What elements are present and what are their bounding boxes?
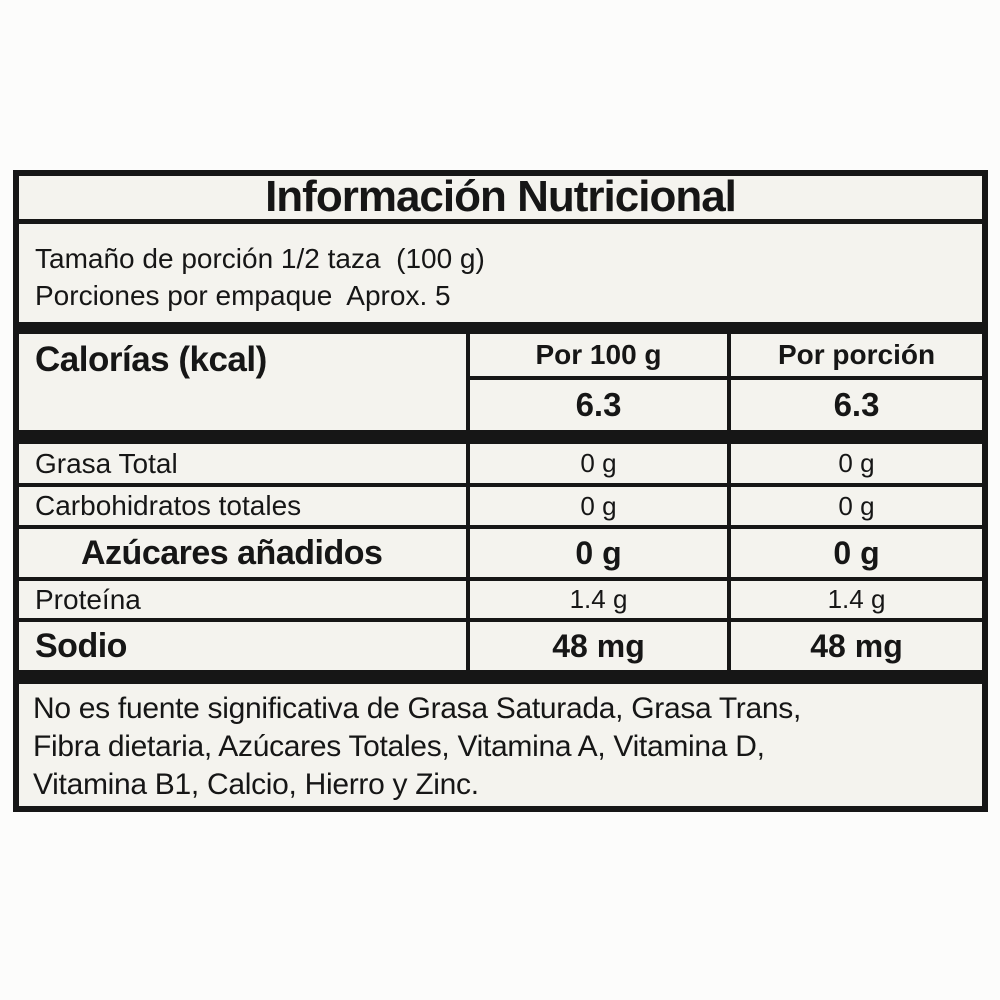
calories-per-100g-value: 6.3 <box>466 380 727 430</box>
table-row: Proteína 1.4 g 1.4 g <box>19 581 982 622</box>
nutrient-value-per-serving: 0 g <box>727 529 982 577</box>
nutrient-value-per-100g: 0 g <box>466 487 727 525</box>
footnote-line: Fibra dietaria, Azúcares Totales, Vitami… <box>33 730 765 763</box>
nutrient-value-per-100g: 1.4 g <box>466 581 727 618</box>
section-divider <box>19 670 982 684</box>
nutrient-name: Grasa Total <box>35 447 178 479</box>
nutrition-facts-label: Información Nutricional Tamaño de porció… <box>13 170 988 812</box>
column-header-per-100g: Por 100 g <box>466 334 727 380</box>
calories-label: Calorías (kcal) <box>35 340 267 379</box>
serving-size-line: Tamaño de porción 1/2 taza (100 g) <box>35 243 485 274</box>
nutrient-value-per-100g: 0 g <box>466 529 727 577</box>
nutrient-name: Sodio <box>35 626 127 665</box>
table-row: Sodio 48 mg 48 mg <box>19 622 982 670</box>
nutrient-value-per-serving: 0 g <box>727 487 982 525</box>
nutrient-value-per-100g: 48 mg <box>466 622 727 670</box>
label-header: Información Nutricional <box>19 171 982 224</box>
section-divider <box>19 322 982 334</box>
label-title: Información Nutricional <box>265 171 737 221</box>
nutrient-name: Proteína <box>35 583 141 615</box>
nutrient-value-per-serving: 0 g <box>727 444 982 483</box>
footnote-section: No es fuente significativa de Grasa Satu… <box>19 684 982 806</box>
serving-info-section: Tamaño de porción 1/2 taza (100 g) Porci… <box>19 224 982 322</box>
footnote-line: Vitamina B1, Calcio, Hierro y Zinc. <box>33 768 479 801</box>
nutrient-value-per-100g: 0 g <box>466 444 727 483</box>
column-header-per-serving: Por porción <box>727 334 982 380</box>
calories-per-serving-value: 6.3 <box>727 380 982 430</box>
nutrient-value-per-serving: 1.4 g <box>727 581 982 618</box>
section-divider <box>19 430 982 444</box>
footnote-line: No es fuente significativa de Grasa Satu… <box>33 692 802 725</box>
servings-per-package-line: Porciones por empaque Aprox. 5 <box>35 280 451 311</box>
calories-section: Calorías (kcal) Por 100 g Por porción 6.… <box>19 334 982 430</box>
nutrient-value-per-serving: 48 mg <box>727 622 982 670</box>
nutrient-name: Carbohidratos totales <box>35 490 302 521</box>
nutrient-name: Azúcares añadidos <box>81 533 383 572</box>
